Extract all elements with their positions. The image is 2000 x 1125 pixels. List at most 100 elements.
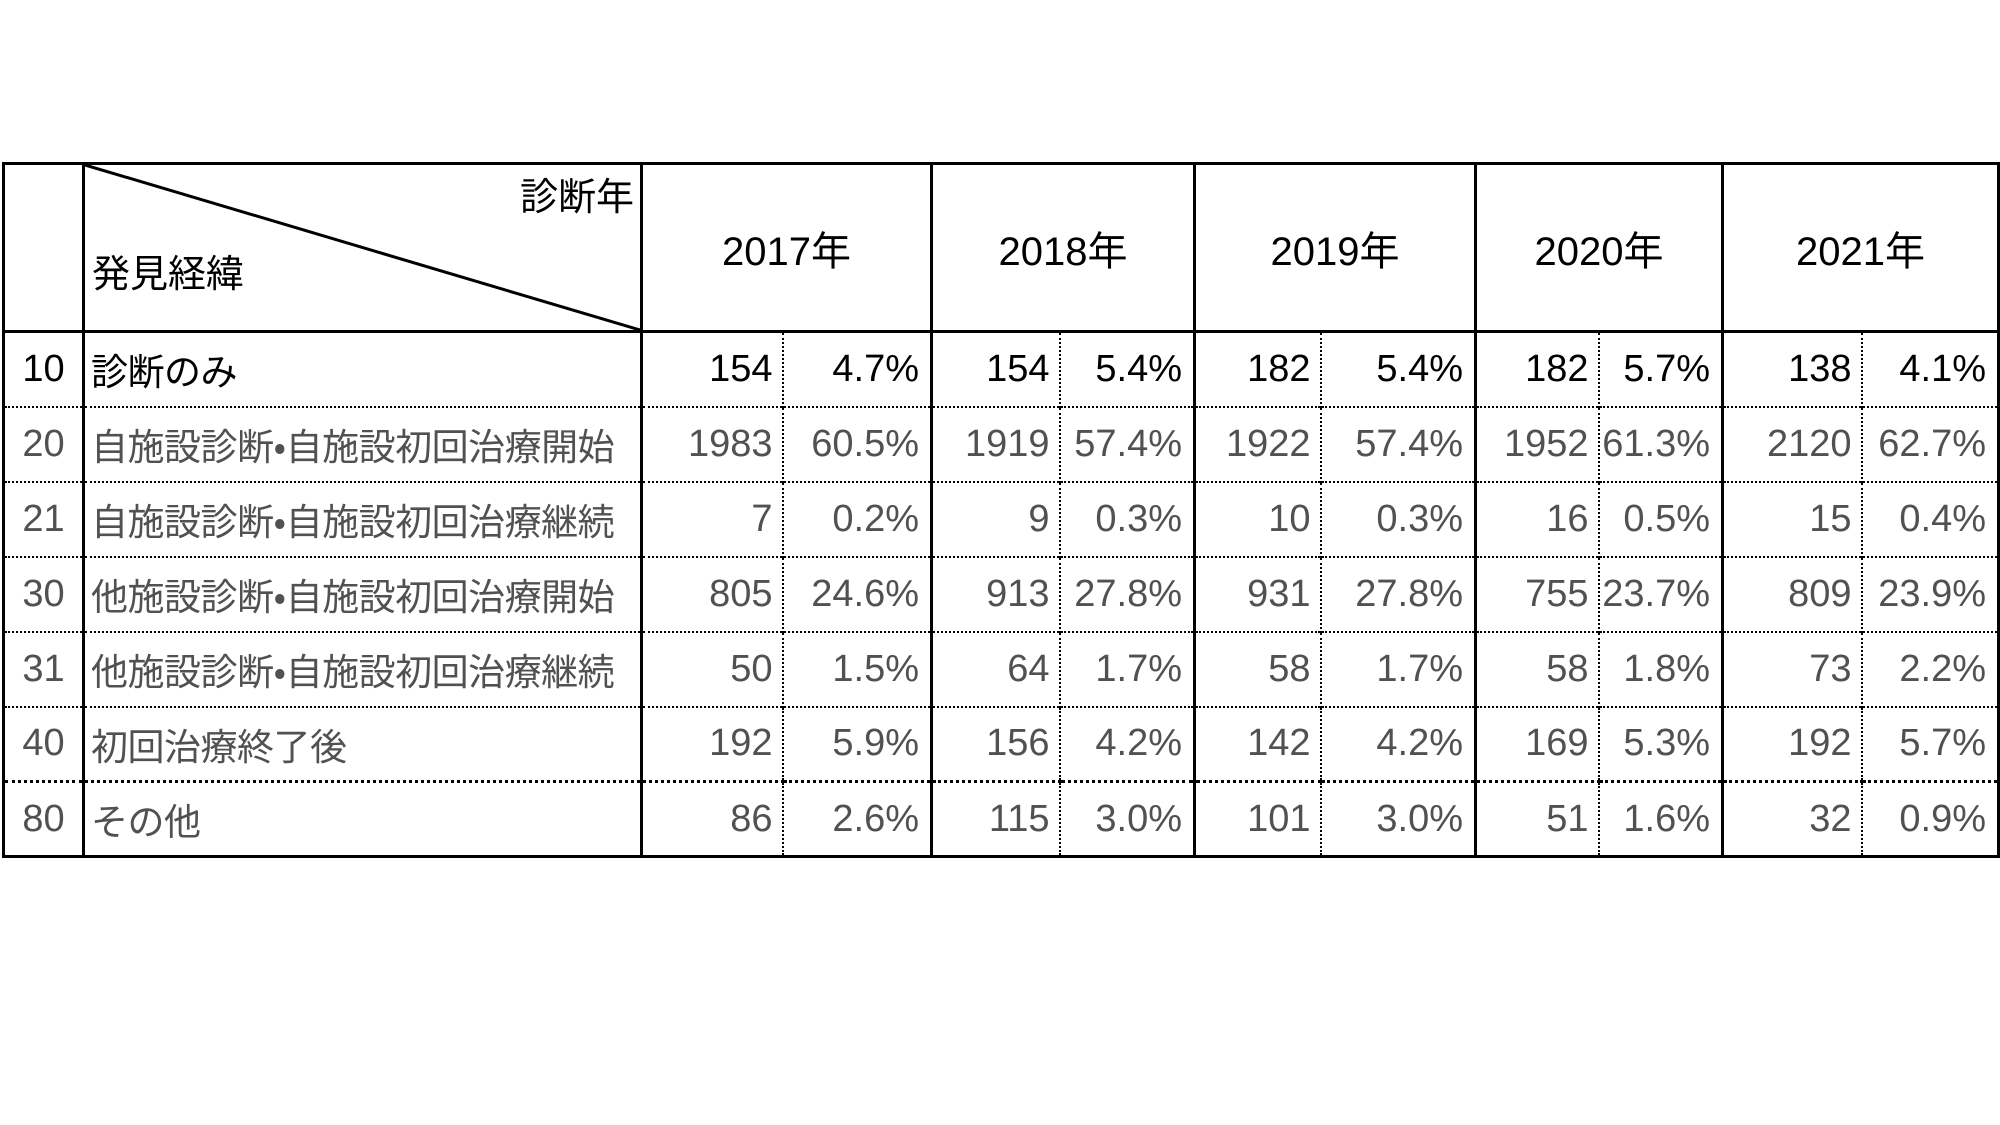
percent-cell: 23.9%: [1860, 555, 2000, 632]
percent-cell: 1.8%: [1597, 630, 1724, 707]
percent-cell: 3.0%: [1319, 780, 1477, 857]
count-cell: 805: [640, 555, 784, 632]
table-row: 20 自施設診断・自施設初回治療開始 1983 60.5% 1919 57.4% 1922 5…: [2, 405, 2000, 482]
percent-cell: 1.5%: [781, 630, 933, 707]
percent-cell: 24.6%: [781, 555, 933, 632]
count-cell: 7: [640, 480, 784, 557]
percent-cell: 27.8%: [1319, 555, 1477, 632]
percent-cell: 4.1%: [1860, 330, 2000, 407]
count-cell: 931: [1193, 555, 1322, 632]
percent-cell: 61.3%: [1597, 405, 1724, 482]
count-cell: 51: [1474, 780, 1600, 857]
count-cell: 182: [1193, 330, 1322, 407]
count-cell: 192: [1721, 705, 1863, 782]
percent-cell: 5.3%: [1597, 705, 1724, 782]
percent-cell: 0.5%: [1597, 480, 1724, 557]
table-row: 40 初回治療終了後 192 5.9% 156 4.2% 142 4.2% 169 5.3% 192…: [2, 705, 2000, 782]
percent-cell: 5.4%: [1058, 330, 1196, 407]
count-cell: 154: [640, 330, 784, 407]
row-label: 他施設診断・自施設初回治療継続: [82, 630, 643, 707]
count-cell: 182: [1474, 330, 1600, 407]
corner-label-discovery-route: 発見経緯: [92, 254, 245, 296]
count-cell: 169: [1474, 705, 1600, 782]
percent-cell: 1.7%: [1319, 630, 1477, 707]
row-label: 自施設診断・自施設初回治療開始: [82, 405, 643, 482]
percent-cell: 57.4%: [1058, 405, 1196, 482]
row-label: 診断のみ: [82, 330, 643, 407]
count-cell: 58: [1193, 630, 1322, 707]
percent-cell: 0.3%: [1319, 480, 1477, 557]
row-code: 31: [2, 630, 85, 707]
count-cell: 73: [1721, 630, 1863, 707]
count-cell: 2120: [1721, 405, 1863, 482]
year-header-2021: 2021年: [1721, 162, 2000, 333]
percent-cell: 5.4%: [1319, 330, 1477, 407]
percent-cell: 5.9%: [781, 705, 933, 782]
row-code: 20: [2, 405, 85, 482]
count-cell: 32: [1721, 780, 1863, 857]
count-cell: 809: [1721, 555, 1863, 632]
count-cell: 1922: [1193, 405, 1322, 482]
percent-cell: 3.0%: [1058, 780, 1196, 857]
row-label: 自施設診断・自施設初回治療継続: [82, 480, 643, 557]
row-label: 他施設診断・自施設初回治療開始: [82, 555, 643, 632]
count-cell: 1919: [930, 405, 1061, 482]
year-header-2018: 2018年: [930, 162, 1196, 333]
percent-cell: 4.2%: [1319, 705, 1477, 782]
count-cell: 10: [1193, 480, 1322, 557]
row-code: 30: [2, 555, 85, 632]
percent-cell: 23.7%: [1597, 555, 1724, 632]
count-cell: 142: [1193, 705, 1322, 782]
percent-cell: 1.7%: [1058, 630, 1196, 707]
percent-cell: 60.5%: [781, 405, 933, 482]
count-cell: 9: [930, 480, 1061, 557]
percent-cell: 5.7%: [1860, 705, 2000, 782]
count-cell: 192: [640, 705, 784, 782]
percent-cell: 2.2%: [1860, 630, 2000, 707]
percent-cell: 4.7%: [781, 330, 933, 407]
row-code: 21: [2, 480, 85, 557]
percent-cell: 57.4%: [1319, 405, 1477, 482]
year-header-2019: 2019年: [1193, 162, 1477, 333]
table-row: 80 その他 86 2.6% 115 3.0% 101 3.0% 51 1.6% 32 0.9%: [2, 780, 2000, 857]
row-label: その他: [82, 780, 643, 857]
year-header-2017: 2017年: [640, 162, 933, 333]
corner-empty-cell: [2, 162, 85, 333]
row-code: 10: [2, 330, 85, 407]
percent-cell: 0.4%: [1860, 480, 2000, 557]
count-cell: 15: [1721, 480, 1863, 557]
table-row: 10 診断のみ 154 4.7% 154 5.4% 182 5.4% 182 5.7% 138 4.1…: [2, 330, 2000, 407]
count-cell: 154: [930, 330, 1061, 407]
count-cell: 913: [930, 555, 1061, 632]
corner-label-diagnosis-year: 診断年: [519, 177, 634, 219]
count-cell: 16: [1474, 480, 1600, 557]
table-row: 31 他施設診断・自施設初回治療継続 50 1.5% 64 1.7% 58 1.7% 58 1.8…: [2, 630, 2000, 707]
year-header-2020: 2020年: [1474, 162, 1724, 333]
table-header: 診断年 発見経緯 2017年 2018年 2019年 2020年 2021年: [2, 162, 2000, 333]
count-cell: 86: [640, 780, 784, 857]
count-cell: 101: [1193, 780, 1322, 857]
table-body: 10 診断のみ 154 4.7% 154 5.4% 182 5.4% 182 5.7% 138 4.1…: [2, 330, 2000, 857]
percent-cell: 1.6%: [1597, 780, 1724, 857]
row-code: 80: [2, 780, 85, 857]
count-cell: 64: [930, 630, 1061, 707]
count-cell: 115: [930, 780, 1061, 857]
table-row: 21 自施設診断・自施設初回治療継続 7 0.2% 9 0.3% 10 0.3% 16 0.5% 1…: [2, 480, 2000, 557]
count-cell: 755: [1474, 555, 1600, 632]
percent-cell: 2.6%: [781, 780, 933, 857]
diagnosis-year-table: 診断年 発見経緯 2017年 2018年 2019年 2020年 2021年 1…: [2, 162, 2000, 858]
row-code: 40: [2, 705, 85, 782]
count-cell: 156: [930, 705, 1061, 782]
percent-cell: 5.7%: [1597, 330, 1724, 407]
count-cell: 58: [1474, 630, 1600, 707]
table-row: 30 他施設診断・自施設初回治療開始 805 24.6% 913 27.8% 931 27.8…: [2, 555, 2000, 632]
percent-cell: 27.8%: [1058, 555, 1196, 632]
percent-cell: 4.2%: [1058, 705, 1196, 782]
header-row: 診断年 発見経緯 2017年 2018年 2019年 2020年 2021年: [2, 162, 2000, 333]
count-cell: 1983: [640, 405, 784, 482]
percent-cell: 0.2%: [781, 480, 933, 557]
corner-diagonal-cell: 診断年 発見経緯: [82, 162, 643, 333]
count-cell: 138: [1721, 330, 1863, 407]
percent-cell: 0.3%: [1058, 480, 1196, 557]
